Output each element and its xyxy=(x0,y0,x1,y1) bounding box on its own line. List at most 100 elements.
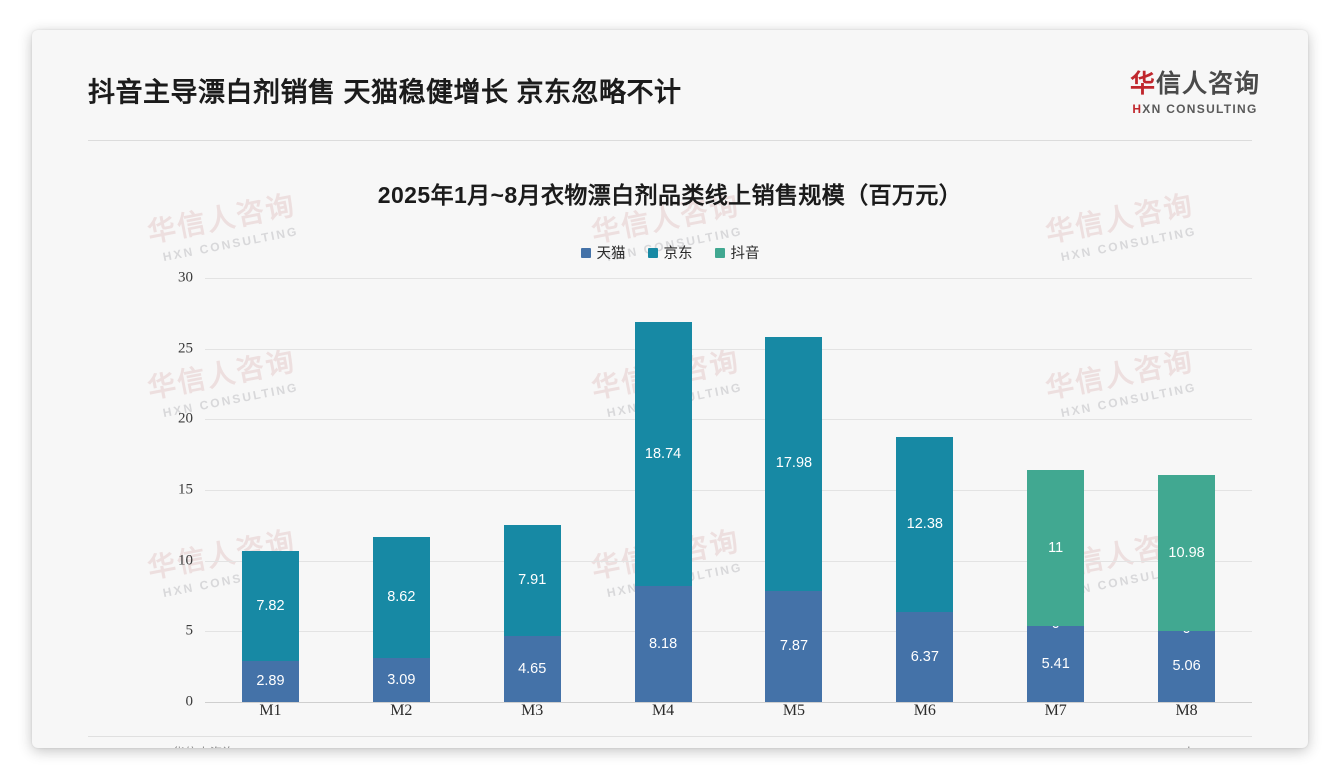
footer-website: www.hxrcon.com xyxy=(1158,745,1252,749)
legend-swatch-icon xyxy=(714,247,725,258)
bar-segment-天猫[interactable]: 3.09 xyxy=(372,658,430,702)
bar-segment-京东[interactable]: 18.74 xyxy=(634,321,692,587)
bar-value-label: 8.18 xyxy=(648,635,678,652)
bar-stack: 6.37 12.38 xyxy=(896,437,954,702)
x-axis-tick-label: M2 xyxy=(390,702,413,719)
bar-segment-天猫[interactable]: 6.37 xyxy=(896,611,954,702)
chart-title: 2025年1月~8月衣物漂白剂品类线上销售规模（百万元） xyxy=(377,182,963,208)
bar-value-label: 17.98 xyxy=(775,455,813,472)
bar-stack: 5.06010.98 xyxy=(1158,475,1216,702)
bar-column-M5[interactable]: 7.87 17.98 xyxy=(729,278,860,702)
slide-footer: ©2025.10 HXR华信人咨询 www.hxrcon.com xyxy=(88,742,1252,749)
footer-divider xyxy=(88,736,1252,737)
gridline xyxy=(205,419,1252,421)
bar-stack: 3.09 8.62 xyxy=(372,536,430,702)
bar-segment-天猫[interactable]: 5.06 xyxy=(1158,630,1216,702)
bar-column-M2[interactable]: 3.09 8.62 xyxy=(336,278,467,702)
x-axis-tick-label: M7 xyxy=(1044,702,1067,719)
bar-segment-京东[interactable]: 17.98 xyxy=(765,336,823,591)
logo-chars-rest: 信人咨询 xyxy=(1155,70,1260,98)
bar-column-M3[interactable]: 4.65 7.91 xyxy=(467,278,598,702)
bar-value-label: 12.38 xyxy=(906,516,943,533)
bar-value-label: 7.82 xyxy=(256,597,285,614)
bar-segment-抖音[interactable]: 10.98 xyxy=(1158,475,1216,631)
bar-value-label: 5.41 xyxy=(1041,655,1070,672)
bar-segment-京东[interactable]: 8.62 xyxy=(372,536,430,659)
y-axis-tick-label: 30 xyxy=(178,269,193,286)
bar-value-label: 11 xyxy=(1048,539,1064,556)
y-axis-tick-label: 15 xyxy=(178,481,193,498)
bar-segment-天猫[interactable]: 7.87 xyxy=(765,590,823,702)
gridline xyxy=(205,631,1252,633)
bar-segment-天猫[interactable]: 5.41 xyxy=(1027,625,1085,702)
bar-stack: 2.89 7.82 xyxy=(241,550,299,702)
company-logo: 华信人咨询 HXN CONSULTING xyxy=(1130,72,1260,116)
bar-stack: 8.18 18.74 xyxy=(634,321,692,702)
legend-label: 天猫 xyxy=(596,246,626,262)
legend-item-京东[interactable]: 京东 xyxy=(647,242,693,263)
bar-series-container: 2.89 7.82 3.09 8.62 4.65 7.91 8.18 18.74 7.87 17.… xyxy=(205,278,1252,702)
gridline xyxy=(205,560,1252,562)
bar-value-label: 7.91 xyxy=(518,572,547,589)
legend-swatch-icon xyxy=(580,247,591,258)
header-divider xyxy=(88,140,1252,141)
y-axis: 0 5 10 15 20 25 30 xyxy=(137,270,205,710)
gridlines xyxy=(205,278,1252,703)
bar-value-label: 6.37 xyxy=(910,648,939,665)
gridline xyxy=(205,348,1252,350)
x-axis-tick-label: M5 xyxy=(782,702,806,719)
y-axis-tick-label: 10 xyxy=(178,552,193,569)
y-axis-tick-label: 0 xyxy=(185,693,194,710)
gridline xyxy=(205,278,1252,279)
logo-en-rest: XN CONSULTING xyxy=(1142,102,1258,116)
gridline xyxy=(205,490,1252,491)
bar-segment-天猫[interactable]: 2.89 xyxy=(241,661,299,702)
bar-column-M8[interactable]: 5.06010.98 xyxy=(1121,278,1252,702)
bar-segment-京东[interactable]: 12.38 xyxy=(896,437,954,612)
legend-item-天猫[interactable]: 天猫 xyxy=(580,242,626,263)
x-axis-tick-label: M8 xyxy=(1175,702,1198,719)
gridline xyxy=(205,702,1252,703)
y-axis-tick-label: 5 xyxy=(185,622,194,639)
legend-label: 抖音 xyxy=(730,246,760,262)
x-axis-tick-label: M1 xyxy=(259,702,282,719)
bar-value-label: 10.98 xyxy=(1168,544,1205,561)
bar-value-label: 2.89 xyxy=(256,673,285,690)
bar-value-label: 18.74 xyxy=(644,445,682,462)
x-axis-tick-label: M6 xyxy=(913,702,936,719)
y-axis-tick-label: 25 xyxy=(178,340,193,357)
bar-value-label: 5.06 xyxy=(1172,658,1201,674)
footer-copyright: ©2025.10 HXR华信人咨询 xyxy=(88,742,235,748)
slide-header: 抖音主导漂白剂销售 天猫稳健增长 京东忽略不计 华信人咨询 HXN CONSUL… xyxy=(32,30,1308,141)
bar-segment-天猫[interactable]: 8.18 xyxy=(634,586,692,702)
logo-english: HXN CONSULTING xyxy=(1130,103,1260,115)
chart-plot-area: 0 5 10 15 20 25 30 2.89 7.82 3.09 8.62 4.65 7.91 8.1… xyxy=(137,270,1252,710)
bar-segment-京东[interactable]: 7.91 xyxy=(503,524,561,637)
logo-char-hua: 华 xyxy=(1129,70,1156,98)
x-axis-tick-label: M4 xyxy=(651,702,675,719)
slide-card: 华信人咨询 HXN CONSULTING 华信人咨询 HXN CONSULTING 华信… xyxy=(32,30,1308,748)
bar-segment-天猫[interactable]: 4.65 xyxy=(503,636,561,702)
chart-legend: 天猫 京东 抖音 xyxy=(32,242,1308,263)
bar-value-label: 7.87 xyxy=(779,638,809,655)
bar-value-label: 4.65 xyxy=(518,660,547,677)
legend-label: 京东 xyxy=(663,246,693,262)
bar-stack: 7.87 17.98 xyxy=(765,336,823,702)
logo-chinese: 华信人咨询 xyxy=(1130,72,1260,97)
bar-column-M1[interactable]: 2.89 7.82 xyxy=(205,278,336,702)
y-axis-tick-label: 20 xyxy=(178,410,193,427)
bar-segment-抖音[interactable]: 11 xyxy=(1027,470,1085,626)
logo-en-h: H xyxy=(1132,102,1143,116)
bar-value-label: 3.09 xyxy=(387,671,416,688)
bar-column-M6[interactable]: 6.37 12.38 xyxy=(859,278,990,702)
bar-segment-京东[interactable]: 7.82 xyxy=(241,550,299,662)
bar-column-M4[interactable]: 8.18 18.74 xyxy=(598,278,729,702)
x-axis: M1 M2 M3 M4 M5 M6 M7 M8 xyxy=(205,702,1252,736)
bar-value-label: 8.62 xyxy=(387,589,416,606)
page-title: 抖音主导漂白剂销售 天猫稳健增长 京东忽略不计 xyxy=(88,77,682,108)
bar-column-M7[interactable]: 5.41011 xyxy=(990,278,1121,702)
legend-item-抖音[interactable]: 抖音 xyxy=(714,242,760,263)
bar-stack: 4.65 7.91 xyxy=(503,524,561,702)
legend-swatch-icon xyxy=(647,247,658,258)
